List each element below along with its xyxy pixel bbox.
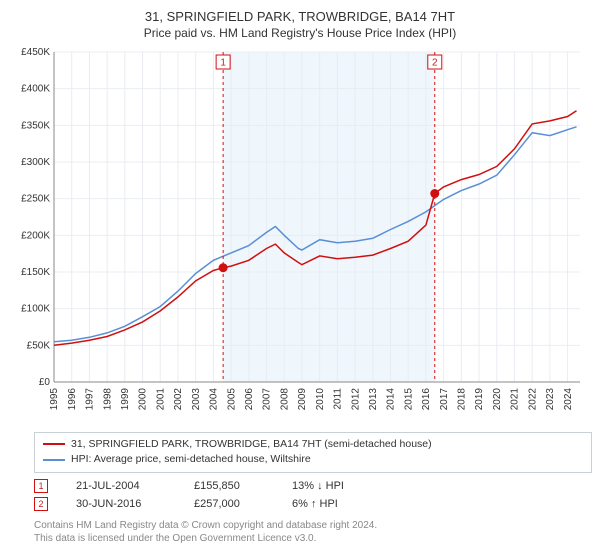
svg-text:£0: £0 — [39, 377, 51, 388]
svg-text:£200K: £200K — [21, 230, 50, 241]
sale-date-2: 30-JUN-2016 — [76, 498, 166, 510]
svg-text:1995: 1995 — [49, 387, 60, 410]
svg-text:1998: 1998 — [102, 387, 113, 410]
legend-swatch-hpi — [43, 459, 65, 461]
svg-text:2022: 2022 — [527, 387, 538, 410]
svg-text:2006: 2006 — [244, 387, 255, 410]
sale-row-1: 1 21-JUL-2004 £155,850 13% ↓ HPI — [34, 477, 592, 495]
footnote-line-1: Contains HM Land Registry data © Crown c… — [34, 519, 592, 532]
svg-text:2014: 2014 — [386, 387, 397, 410]
svg-text:£50K: £50K — [27, 340, 51, 351]
sale-row-2: 2 30-JUN-2016 £257,000 6% ↑ HPI — [34, 495, 592, 513]
svg-text:2018: 2018 — [457, 387, 468, 410]
sale-marker-1: 1 — [34, 479, 48, 493]
svg-text:2017: 2017 — [439, 387, 450, 410]
svg-text:2: 2 — [432, 57, 438, 68]
svg-text:2008: 2008 — [279, 387, 290, 410]
svg-text:2021: 2021 — [510, 387, 521, 410]
svg-text:1996: 1996 — [67, 387, 78, 410]
legend-label-property: 31, SPRINGFIELD PARK, TROWBRIDGE, BA14 7… — [71, 437, 432, 453]
svg-text:£350K: £350K — [21, 120, 50, 131]
sale-delta-1: 13% ↓ HPI — [292, 480, 344, 492]
footnote: Contains HM Land Registry data © Crown c… — [34, 519, 592, 545]
sale-delta-2: 6% ↑ HPI — [292, 498, 338, 510]
svg-text:2005: 2005 — [226, 387, 237, 410]
svg-text:£150K: £150K — [21, 267, 50, 278]
svg-text:1997: 1997 — [85, 387, 96, 410]
svg-text:2007: 2007 — [262, 387, 273, 410]
svg-text:2002: 2002 — [173, 387, 184, 410]
legend-row-property: 31, SPRINGFIELD PARK, TROWBRIDGE, BA14 7… — [43, 437, 583, 453]
svg-text:2024: 2024 — [563, 387, 574, 410]
svg-text:2012: 2012 — [350, 387, 361, 410]
svg-text:2004: 2004 — [209, 387, 220, 410]
line-chart: £0 £50K £100K £150K £200K £250K £300K £350K £400… — [12, 46, 588, 426]
svg-text:2020: 2020 — [492, 387, 503, 410]
svg-text:1: 1 — [220, 57, 226, 68]
svg-text:£300K: £300K — [21, 157, 50, 168]
svg-text:£450K: £450K — [21, 47, 50, 58]
sale-marker-2: 2 — [34, 497, 48, 511]
svg-text:2019: 2019 — [474, 387, 485, 410]
svg-text:2009: 2009 — [297, 387, 308, 410]
sale-price-2: £257,000 — [194, 498, 264, 510]
svg-text:£400K: £400K — [21, 83, 50, 94]
chart-title: 31, SPRINGFIELD PARK, TROWBRIDGE, BA14 7… — [12, 8, 588, 26]
legend-row-hpi: HPI: Average price, semi-detached house,… — [43, 452, 583, 468]
sale-date-1: 21-JUL-2004 — [76, 480, 166, 492]
svg-text:£250K: £250K — [21, 193, 50, 204]
sales-table: 1 21-JUL-2004 £155,850 13% ↓ HPI 2 30-JU… — [34, 477, 592, 513]
svg-text:2001: 2001 — [155, 387, 166, 410]
svg-text:2023: 2023 — [545, 387, 556, 410]
sale-price-1: £155,850 — [194, 480, 264, 492]
footnote-line-2: This data is licensed under the Open Gov… — [34, 532, 592, 545]
svg-text:2000: 2000 — [138, 387, 149, 410]
svg-text:2003: 2003 — [191, 387, 202, 410]
svg-text:2010: 2010 — [315, 387, 326, 410]
svg-text:2013: 2013 — [368, 387, 379, 410]
svg-text:1999: 1999 — [120, 387, 131, 410]
legend-label-hpi: HPI: Average price, semi-detached house,… — [71, 452, 311, 468]
legend-swatch-property — [43, 443, 65, 445]
svg-text:2015: 2015 — [403, 387, 414, 410]
legend: 31, SPRINGFIELD PARK, TROWBRIDGE, BA14 7… — [34, 432, 592, 474]
svg-text:2016: 2016 — [421, 387, 432, 410]
svg-text:2011: 2011 — [333, 387, 344, 409]
svg-text:£100K: £100K — [21, 303, 50, 314]
chart-subtitle: Price paid vs. HM Land Registry's House … — [12, 26, 588, 40]
